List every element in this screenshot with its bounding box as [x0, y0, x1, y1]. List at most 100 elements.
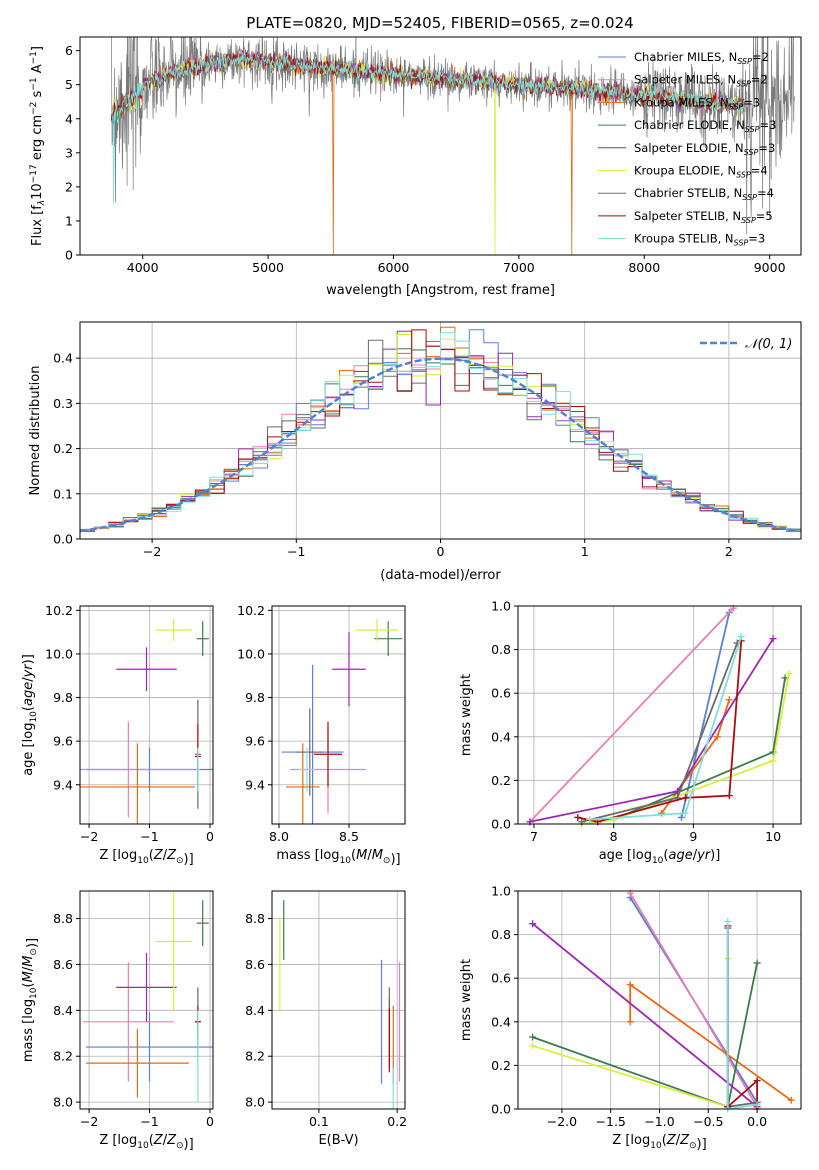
label-sub: 10 — [650, 1141, 662, 1151]
label-sup: −1 — [29, 51, 39, 64]
y-tick-label: 0.3 — [53, 396, 73, 411]
label-part: / — [21, 966, 36, 971]
label-part: Z [log — [99, 848, 137, 863]
label-part: Z [log — [99, 1133, 137, 1148]
weight-line-1 — [680, 612, 731, 818]
label-part: / — [163, 1133, 168, 1148]
residuals-axes: −2 −1 0 1 2 0.0 0.1 0.2 0.3 0.4 𝒩(0, 1) (data-model… — [28, 322, 801, 583]
x-tick-label: −1.5 — [596, 1114, 626, 1129]
y-tick-label: 6 — [65, 43, 73, 58]
y-axis-label: mass weight — [459, 959, 474, 1041]
weight-marker — [626, 981, 634, 989]
legend-label: 𝒩(0, 1) — [745, 337, 792, 352]
label-sub: 10 — [652, 856, 664, 866]
weight-marker — [529, 1033, 537, 1041]
label-part: age [log — [599, 848, 652, 863]
y-tick-label: 0.4 — [491, 1014, 511, 1029]
y-tick-label: 0.8 — [491, 642, 511, 657]
label-part: age — [668, 848, 692, 863]
y-tick-label: 0.4 — [53, 351, 73, 366]
label-part: s — [30, 90, 45, 101]
age-vs-Z-axes: −2 −1 09.49.69.810.010.2Z [log10(Z/Z⊙)]age… — [21, 603, 214, 867]
axis-label: mass [log10(M/M⊙)] — [276, 848, 400, 867]
x-axis-label: E(B-V) — [318, 1133, 358, 1148]
legend-label-2: Salpeter MILES, NSSP=2 — [634, 73, 768, 89]
label-sub: 10 — [29, 711, 39, 723]
y-tick-label: 10.2 — [237, 603, 265, 618]
y-tick-label: 8.0 — [53, 1095, 73, 1110]
label-part: yr — [21, 663, 36, 679]
label-part: ( — [149, 1133, 154, 1148]
legend-text: =3 — [748, 232, 765, 246]
label-part: age — [21, 682, 36, 706]
legend-label-8: Salpeter STELIB, NSSP=5 — [634, 209, 773, 225]
y-tick-label: 9.8 — [53, 690, 73, 705]
y-tick-label: 0.2 — [491, 1058, 511, 1073]
spectrum-axes: 4000 5000 6000 7000 8000 9000 0 1 2 3 4 5 6 wavelengt… — [29, 37, 795, 298]
y-tick-label: 0.0 — [491, 1102, 511, 1117]
age-vs-mass-frame — [271, 605, 406, 825]
label-part: mass [log — [276, 848, 339, 863]
x-tick-label: −2 — [80, 1114, 98, 1129]
x-tick-label: 8.0 — [269, 829, 289, 844]
legend-sub: SSP — [744, 148, 759, 157]
legend-label-6: Kroupa ELODIE, NSSP=4 — [634, 164, 768, 180]
x-tick-label: 0 — [437, 544, 445, 559]
weight-marker — [529, 1042, 537, 1050]
weight-line-5 — [529, 638, 774, 823]
legend-label-7: Chabrier STELIB, NSSP=4 — [634, 186, 774, 202]
y-axis-label: Normed distribution — [28, 366, 43, 496]
y-tick-label: 0 — [65, 248, 73, 263]
y-tick-label: 0.8 — [491, 927, 511, 942]
legend-text: =5 — [756, 209, 773, 223]
label-sub: 10 — [137, 1141, 149, 1151]
label-part: / — [21, 677, 36, 682]
label-sup: −2 — [29, 102, 39, 115]
weight-marker — [725, 696, 733, 704]
y-tick-label: 8.8 — [53, 911, 73, 926]
legend-text: Kroupa MILES, N — [634, 95, 729, 109]
label-sub: ⊙ — [176, 856, 184, 866]
x-tick-label: 10 — [765, 829, 781, 844]
legend-text: Salpeter ELODIE, N — [634, 141, 744, 155]
label-sub: ⊙ — [689, 1141, 697, 1151]
model-spectrum-line-9 — [110, 48, 745, 204]
x-tick-label: 0.0 — [747, 1114, 767, 1129]
label-part: M — [356, 848, 367, 863]
axis-label: Z [log10(Z/Z⊙)] — [612, 1133, 706, 1152]
residuals-frame — [79, 321, 802, 540]
mass-vs-ebv-frame — [271, 890, 406, 1110]
weight-line-5 — [532, 923, 758, 1108]
legend-text: =2 — [751, 73, 768, 87]
weight-marker — [681, 794, 689, 802]
legend-label-3: Kroupa MILES, NSSP=3 — [634, 95, 760, 111]
label-part: )] — [184, 1137, 194, 1152]
y-tick-label: 8.0 — [245, 1095, 265, 1110]
label-sub: ⊙ — [383, 856, 391, 866]
x-tick-label: 6000 — [378, 260, 410, 275]
label-part: 10 — [30, 183, 45, 200]
label-part: ( — [21, 982, 36, 987]
legend-text: =3 — [760, 118, 777, 132]
label-part: ( — [351, 848, 356, 863]
label-part: Z — [153, 1133, 164, 1148]
legend-sub: SSP — [736, 171, 751, 180]
weight-marker — [769, 635, 777, 643]
label-part: Z — [153, 848, 164, 863]
x-tick-label: 4000 — [127, 260, 159, 275]
y-tick-label: 8.6 — [245, 957, 265, 972]
label-sub: λ — [37, 200, 47, 206]
axis-label: age [log10(age/yr)] — [599, 848, 721, 866]
spectrum-frame — [79, 36, 802, 256]
x-tick-label: −2 — [143, 544, 161, 559]
x-tick-label: 0.2 — [387, 1114, 407, 1129]
label-sup: −17 — [29, 164, 39, 183]
x-tick-label: 1 — [581, 544, 589, 559]
legend-text: Kroupa STELIB, N — [634, 232, 734, 246]
y-tick-label: 0.2 — [53, 441, 73, 456]
weight-marker — [785, 670, 793, 678]
label-part: )] — [25, 938, 40, 948]
weight-marker — [574, 813, 582, 821]
